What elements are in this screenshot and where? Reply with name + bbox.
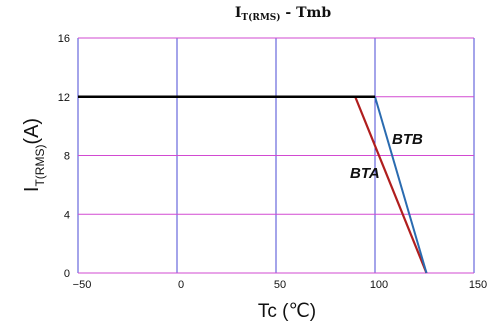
- chart-title-rest: - Tmb: [281, 5, 332, 21]
- y-axis-label-main: I: [21, 187, 43, 193]
- x-tick-label: 50: [274, 279, 286, 291]
- x-axis-label: Tc (℃): [258, 301, 316, 322]
- y-tick-label: 16: [58, 33, 70, 45]
- chart-title-main: I: [235, 5, 242, 21]
- grid: [77, 37, 475, 274]
- series-line-bta: [354, 96, 428, 274]
- y-tick-label: 12: [58, 92, 70, 104]
- series-line-btb-slope: [374, 96, 428, 274]
- y-tick-label: 0: [64, 268, 70, 280]
- series-label-btb: BTB: [392, 131, 423, 148]
- x-tick-label: 150: [469, 279, 487, 291]
- y-axis-label-rest: (A): [21, 118, 43, 145]
- x-tick-label: 100: [370, 279, 388, 291]
- chart-title: IT(RMS) - Tmb: [235, 5, 332, 23]
- x-tick-label: 0: [178, 279, 184, 291]
- y-tick-label: 4: [64, 209, 70, 221]
- x-tick-label: −50: [73, 279, 92, 291]
- chart-title-sub: T(RMS): [241, 12, 280, 23]
- series-lines: [78, 95, 428, 274]
- y-tick-label: 8: [64, 151, 70, 163]
- y-axis-label: IT(RMS)(A): [21, 118, 47, 192]
- y-axis-label-sub: T(RMS): [33, 145, 47, 187]
- series-label-bta: BTA: [350, 165, 380, 182]
